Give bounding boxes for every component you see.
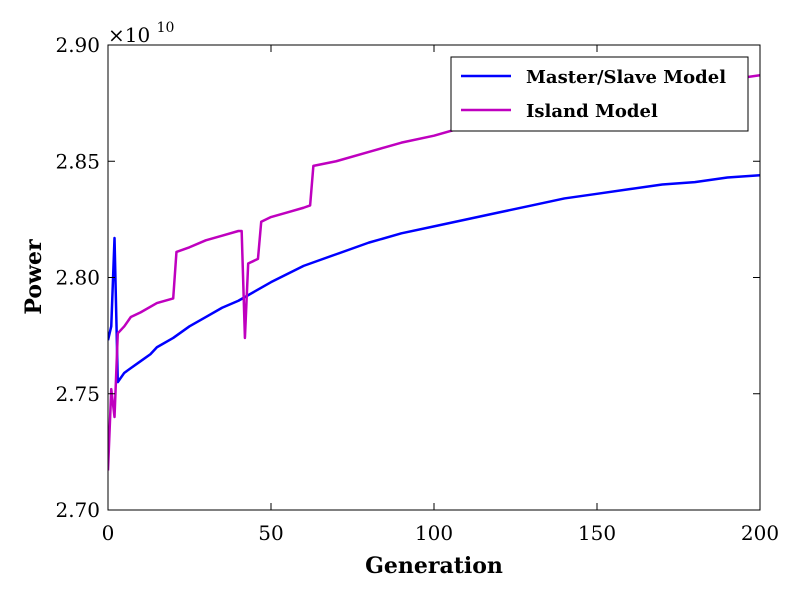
x-tick-label: 50 xyxy=(258,521,283,545)
y-tick-label: 2.80 xyxy=(55,266,100,290)
y-multiplier-base: ×10 xyxy=(108,23,150,47)
ticks-layer: 0 50 100 150 200 2.70 2.75 2.80 2.85 2.90 xyxy=(55,33,779,545)
x-tick-label: 150 xyxy=(578,521,616,545)
y-axis-title: Power xyxy=(21,239,47,315)
series-layer xyxy=(108,73,760,471)
y-tick-label: 2.90 xyxy=(55,33,100,57)
legend-label-island: Island Model xyxy=(526,101,658,122)
legend-label-master-slave: Master/Slave Model xyxy=(526,67,726,88)
y-tick-label: 2.70 xyxy=(55,498,100,522)
y-tick-label: 2.75 xyxy=(55,382,100,406)
x-axis-title: Generation xyxy=(365,553,503,579)
x-tick-label: 100 xyxy=(415,521,453,545)
legend-box xyxy=(450,56,749,132)
x-tick-label: 0 xyxy=(102,521,115,545)
plot-area: 0 50 100 150 200 2.70 2.75 2.80 2.85 2.90 xyxy=(55,33,779,545)
y-multiplier-label: ×10 10 xyxy=(108,20,174,47)
x-tick-label: 200 xyxy=(741,521,779,545)
series-line-island xyxy=(108,73,760,471)
legend: Master/Slave Model Island Model xyxy=(450,56,749,132)
y-tick-label: 2.85 xyxy=(55,149,100,173)
series-line-master-slave xyxy=(108,173,760,384)
y-multiplier-exponent: 10 xyxy=(157,20,175,36)
